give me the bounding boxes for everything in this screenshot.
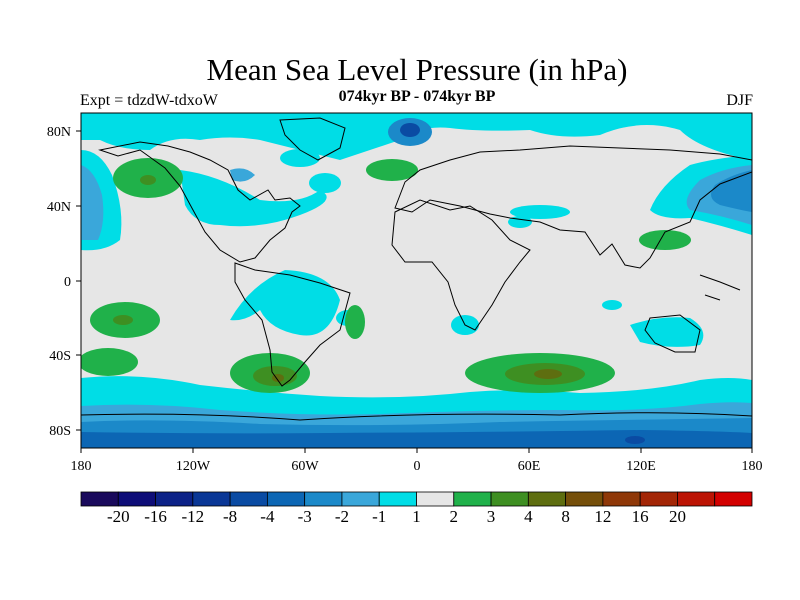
colorbar-swatch xyxy=(117,491,156,507)
coastlines xyxy=(81,117,752,421)
lat-label: 80S xyxy=(49,424,71,439)
colorbar-swatch xyxy=(639,491,678,507)
colorbar-label: -8 xyxy=(223,507,237,526)
east-asia-high xyxy=(639,230,691,250)
lon-label: 120E xyxy=(626,459,656,474)
lat-label: 40S xyxy=(49,349,71,364)
colorbar-label: -1 xyxy=(372,507,386,526)
lon-label: 60W xyxy=(291,459,319,474)
colorbar-swatch xyxy=(192,491,231,507)
colorbar-swatch xyxy=(155,491,194,507)
lat-label: 0 xyxy=(64,275,71,290)
colorbar-label: 16 xyxy=(632,507,649,526)
colorbar-swatch xyxy=(80,491,119,507)
australia-anomaly xyxy=(630,317,704,347)
colorbar-label: -4 xyxy=(260,507,275,526)
colorbar-label: -20 xyxy=(107,507,130,526)
colorbar-swatch xyxy=(565,491,604,507)
colorbar-swatch xyxy=(453,491,492,507)
colorbar-swatch xyxy=(416,491,455,507)
lon-tick-labels: 180 120W 60W 0 60E 120E 180 xyxy=(71,459,763,474)
colorbar-swatch xyxy=(602,491,641,507)
colorbar-swatch xyxy=(341,491,380,507)
colorbar-swatch xyxy=(677,491,716,507)
colorbar-swatch xyxy=(378,491,417,507)
south-atlantic-high xyxy=(345,305,365,339)
lat-label: 40N xyxy=(47,200,71,215)
experiment-label: Expt = tdzdW-tdxoW xyxy=(80,92,218,109)
lon-ticks xyxy=(80,448,753,453)
season-label: DJF xyxy=(726,92,753,109)
colorbar-swatch xyxy=(490,491,529,507)
colorbar-label: -12 xyxy=(181,507,204,526)
lat-tick-labels: 80N 40N 0 40S 80S xyxy=(47,125,71,439)
colorbar-swatch xyxy=(714,491,753,507)
colorbar-label: 20 xyxy=(669,507,686,526)
colorbar xyxy=(80,491,753,507)
pressure-field xyxy=(81,113,752,448)
colorbar-swatch xyxy=(304,491,343,507)
colorbar-label: -16 xyxy=(144,507,167,526)
map-title: Mean Sea Level Pressure (in hPa) xyxy=(206,52,628,87)
lon-label: 0 xyxy=(414,459,421,474)
lat-label: 80N xyxy=(47,125,71,140)
colorbar-swatch xyxy=(527,491,567,507)
colorbar-swatch xyxy=(266,491,306,507)
colorbar-label: -3 xyxy=(298,507,312,526)
colorbar-label: 4 xyxy=(524,507,533,526)
north-atlantic-high xyxy=(366,159,418,181)
arctic-anomaly xyxy=(81,113,752,160)
colorbar-labels: -20 -16 -12 -8 -4 -3 -2 -1 1 2 3 4 8 12 16 20 xyxy=(107,507,686,526)
south-america-anomaly xyxy=(230,270,340,336)
lon-label: 180 xyxy=(71,459,92,474)
lat-ticks xyxy=(76,130,81,431)
lon-label: 120W xyxy=(176,459,211,474)
map-subtitle: 074kyr BP - 074kyr BP xyxy=(338,88,496,105)
colorbar-label: 2 xyxy=(450,507,459,526)
lon-label: 60E xyxy=(518,459,541,474)
colorbar-label: 1 xyxy=(412,507,421,526)
colorbar-swatch xyxy=(229,491,268,507)
colorbar-label: 8 xyxy=(561,507,570,526)
colorbar-label: 12 xyxy=(594,507,611,526)
lon-label: 180 xyxy=(742,459,763,474)
colorbar-label: 3 xyxy=(487,507,496,526)
colorbar-label: -2 xyxy=(335,507,349,526)
